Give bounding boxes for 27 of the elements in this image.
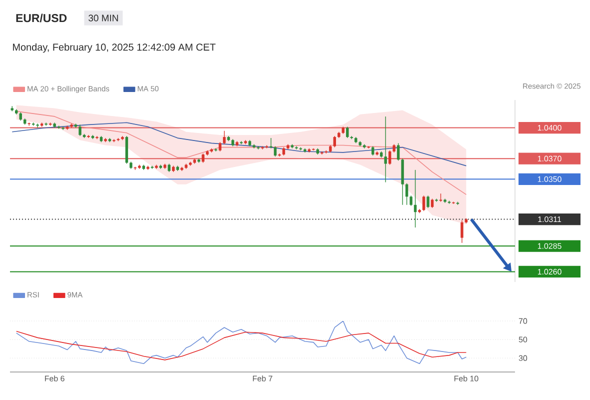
candlestick [78, 124, 82, 136]
chart-subtitle: 30 MIN [88, 14, 118, 22]
chart-title: EUR/USD [16, 14, 67, 22]
candlestick [270, 138, 272, 149]
line-series [12, 122, 467, 166]
candlestick [396, 142, 400, 162]
candlestick [460, 220, 464, 244]
text: Monday, February 10, 2025 12:42:09 AM CET [13, 43, 216, 53]
candlestick [422, 195, 426, 212]
candlestick [371, 146, 374, 156]
candlestick [405, 182, 408, 206]
candlestick [388, 150, 392, 166]
candlestick [274, 146, 277, 157]
candlestick [62, 126, 64, 130]
candlestick [202, 153, 204, 164]
candlestick [384, 116, 387, 183]
candlestick [414, 170, 417, 228]
line-series [16, 330, 467, 360]
candlestick [218, 142, 222, 152]
candlestick [222, 130, 226, 145]
line-series [16, 110, 467, 195]
candlestick [426, 195, 430, 208]
line-series [16, 320, 467, 364]
candlestick [430, 198, 434, 208]
candlestick [410, 195, 412, 206]
candlestick [333, 136, 336, 148]
candlestick [36, 123, 39, 128]
